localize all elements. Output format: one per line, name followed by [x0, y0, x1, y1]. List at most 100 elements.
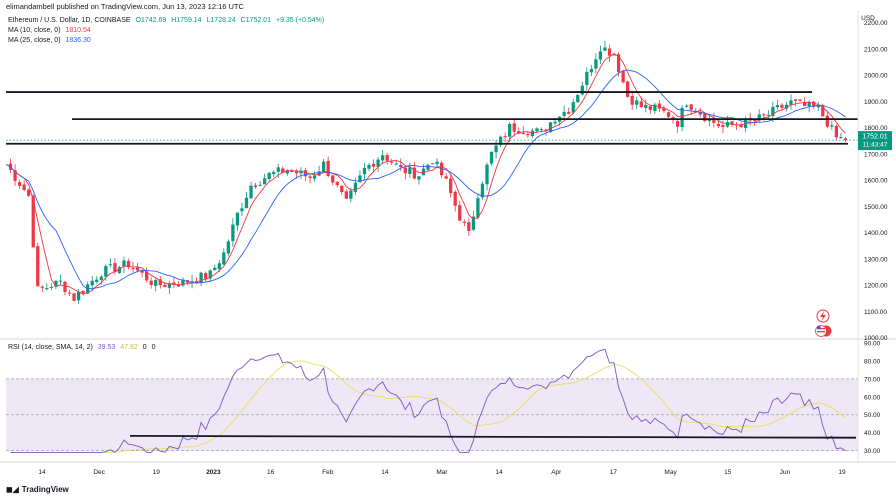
candle-body	[317, 171, 321, 176]
price-tag-box	[858, 131, 892, 151]
ma10-line	[5, 53, 846, 295]
ma25-label: MA (25, close, 0)	[8, 37, 61, 44]
candle-body	[503, 136, 507, 138]
brand-label: TradingView	[21, 485, 69, 494]
candle-body	[104, 265, 108, 277]
price-tick-label: 1500.00	[864, 204, 888, 211]
tradingview-brand[interactable]: ◼◢ TradingView	[6, 485, 69, 494]
candle-body	[226, 241, 230, 254]
ma25-legend[interactable]: MA (25, close, 0) 1836.30	[8, 37, 94, 44]
candle-body	[807, 102, 811, 107]
price-pane[interactable]	[5, 41, 858, 304]
candle-body	[290, 171, 294, 173]
candle-body	[712, 117, 716, 123]
candle-body	[167, 283, 171, 288]
time-tick-label: 2023	[206, 469, 221, 476]
candle-body	[648, 106, 652, 110]
currency-label: USD	[861, 15, 875, 22]
ma10-legend[interactable]: MA (10, close, 0) 1810.54	[8, 27, 94, 34]
candle-body	[603, 47, 607, 51]
rsi-tick-label: 40.00	[864, 430, 881, 437]
candle-body	[476, 198, 480, 218]
candle-body	[802, 102, 807, 107]
lightning-icon[interactable]	[816, 309, 830, 323]
candle-body	[775, 105, 780, 108]
candle-body	[657, 103, 662, 109]
candle-body	[793, 99, 798, 101]
candle-body	[36, 246, 40, 287]
candle-body	[376, 159, 380, 167]
candle-body	[326, 160, 330, 176]
publisher-header: elimandambell published on TradingView.c…	[6, 2, 244, 11]
candle-body	[417, 176, 421, 180]
candle-body	[816, 105, 820, 108]
candle-body	[480, 183, 485, 198]
candle-body	[126, 261, 131, 268]
high-value: H1759.14	[171, 17, 202, 24]
time-tick-label: Jun	[780, 469, 791, 476]
rsi-legend[interactable]: RSI (14, close, SMA, 14, 2) 39.53 47.82 …	[8, 344, 159, 351]
price-tag-countdown: 11:43:47	[863, 142, 888, 149]
candle-body	[689, 104, 693, 110]
candle-body	[49, 286, 54, 288]
rsi-tick-label: 80.00	[864, 358, 881, 365]
candle-body	[303, 170, 308, 177]
time-tick-label: 14	[496, 469, 504, 476]
time-tick-label: Dec	[93, 469, 105, 476]
candle-body	[653, 104, 657, 111]
candle-body	[408, 167, 412, 174]
candle-body	[730, 121, 734, 125]
rsi-support-line[interactable]	[129, 435, 857, 439]
candle-body	[539, 129, 544, 131]
candle-body	[249, 185, 253, 199]
candle-body	[739, 124, 743, 128]
candle-body	[335, 181, 339, 186]
candle-body	[494, 145, 498, 153]
price-tick-label: 1700.00	[864, 151, 888, 158]
candle-body	[784, 104, 789, 109]
candle-body	[371, 163, 376, 167]
ma25-line	[5, 69, 846, 290]
candle-body	[508, 124, 512, 137]
rsi-label: RSI (14, close, SMA, 14, 2)	[8, 344, 93, 351]
candle-body	[698, 112, 702, 115]
rsi-line	[10, 348, 846, 453]
rsi-pane[interactable]	[6, 348, 858, 453]
candle-body	[458, 205, 462, 221]
candle-body	[331, 175, 335, 183]
candle-body	[666, 112, 671, 117]
candle-body	[380, 155, 385, 161]
candle-body	[140, 270, 144, 273]
candle-body	[108, 264, 112, 266]
candle-body	[812, 101, 816, 107]
candle-body	[312, 175, 317, 179]
ma10-label: MA (10, close, 0)	[8, 27, 61, 34]
rsi-tick-label: 60.00	[864, 394, 881, 401]
rsi-tick-label: 50.00	[864, 412, 881, 419]
candle-body	[616, 54, 621, 73]
candle-body	[235, 212, 240, 226]
flag-icon[interactable]	[815, 325, 832, 337]
symbol-legend[interactable]: Ethereum / U.S. Dollar, 1D, COINBASE O17…	[8, 17, 327, 24]
candle-body	[31, 195, 35, 248]
candle-body	[621, 71, 625, 83]
price-tick-label: 1600.00	[864, 178, 888, 185]
candle-body	[626, 81, 630, 97]
candle-body	[498, 136, 503, 145]
candle-body	[680, 107, 684, 128]
candle-body	[95, 279, 99, 282]
candle-body	[135, 267, 140, 271]
time-tick-label: Apr	[551, 469, 562, 476]
open-value: O1742.69	[135, 17, 167, 24]
time-tick-label: 14	[38, 469, 46, 476]
candle-body	[444, 176, 448, 179]
candle-body	[181, 279, 185, 286]
candle-body	[426, 164, 430, 170]
price-tick-label: 1100.00	[864, 309, 887, 316]
candle-body	[766, 114, 770, 116]
candle-body	[349, 190, 353, 199]
change-value: +9.35 (+0.54%)	[275, 17, 325, 24]
candle-body	[72, 293, 76, 301]
candle-body	[512, 123, 516, 132]
